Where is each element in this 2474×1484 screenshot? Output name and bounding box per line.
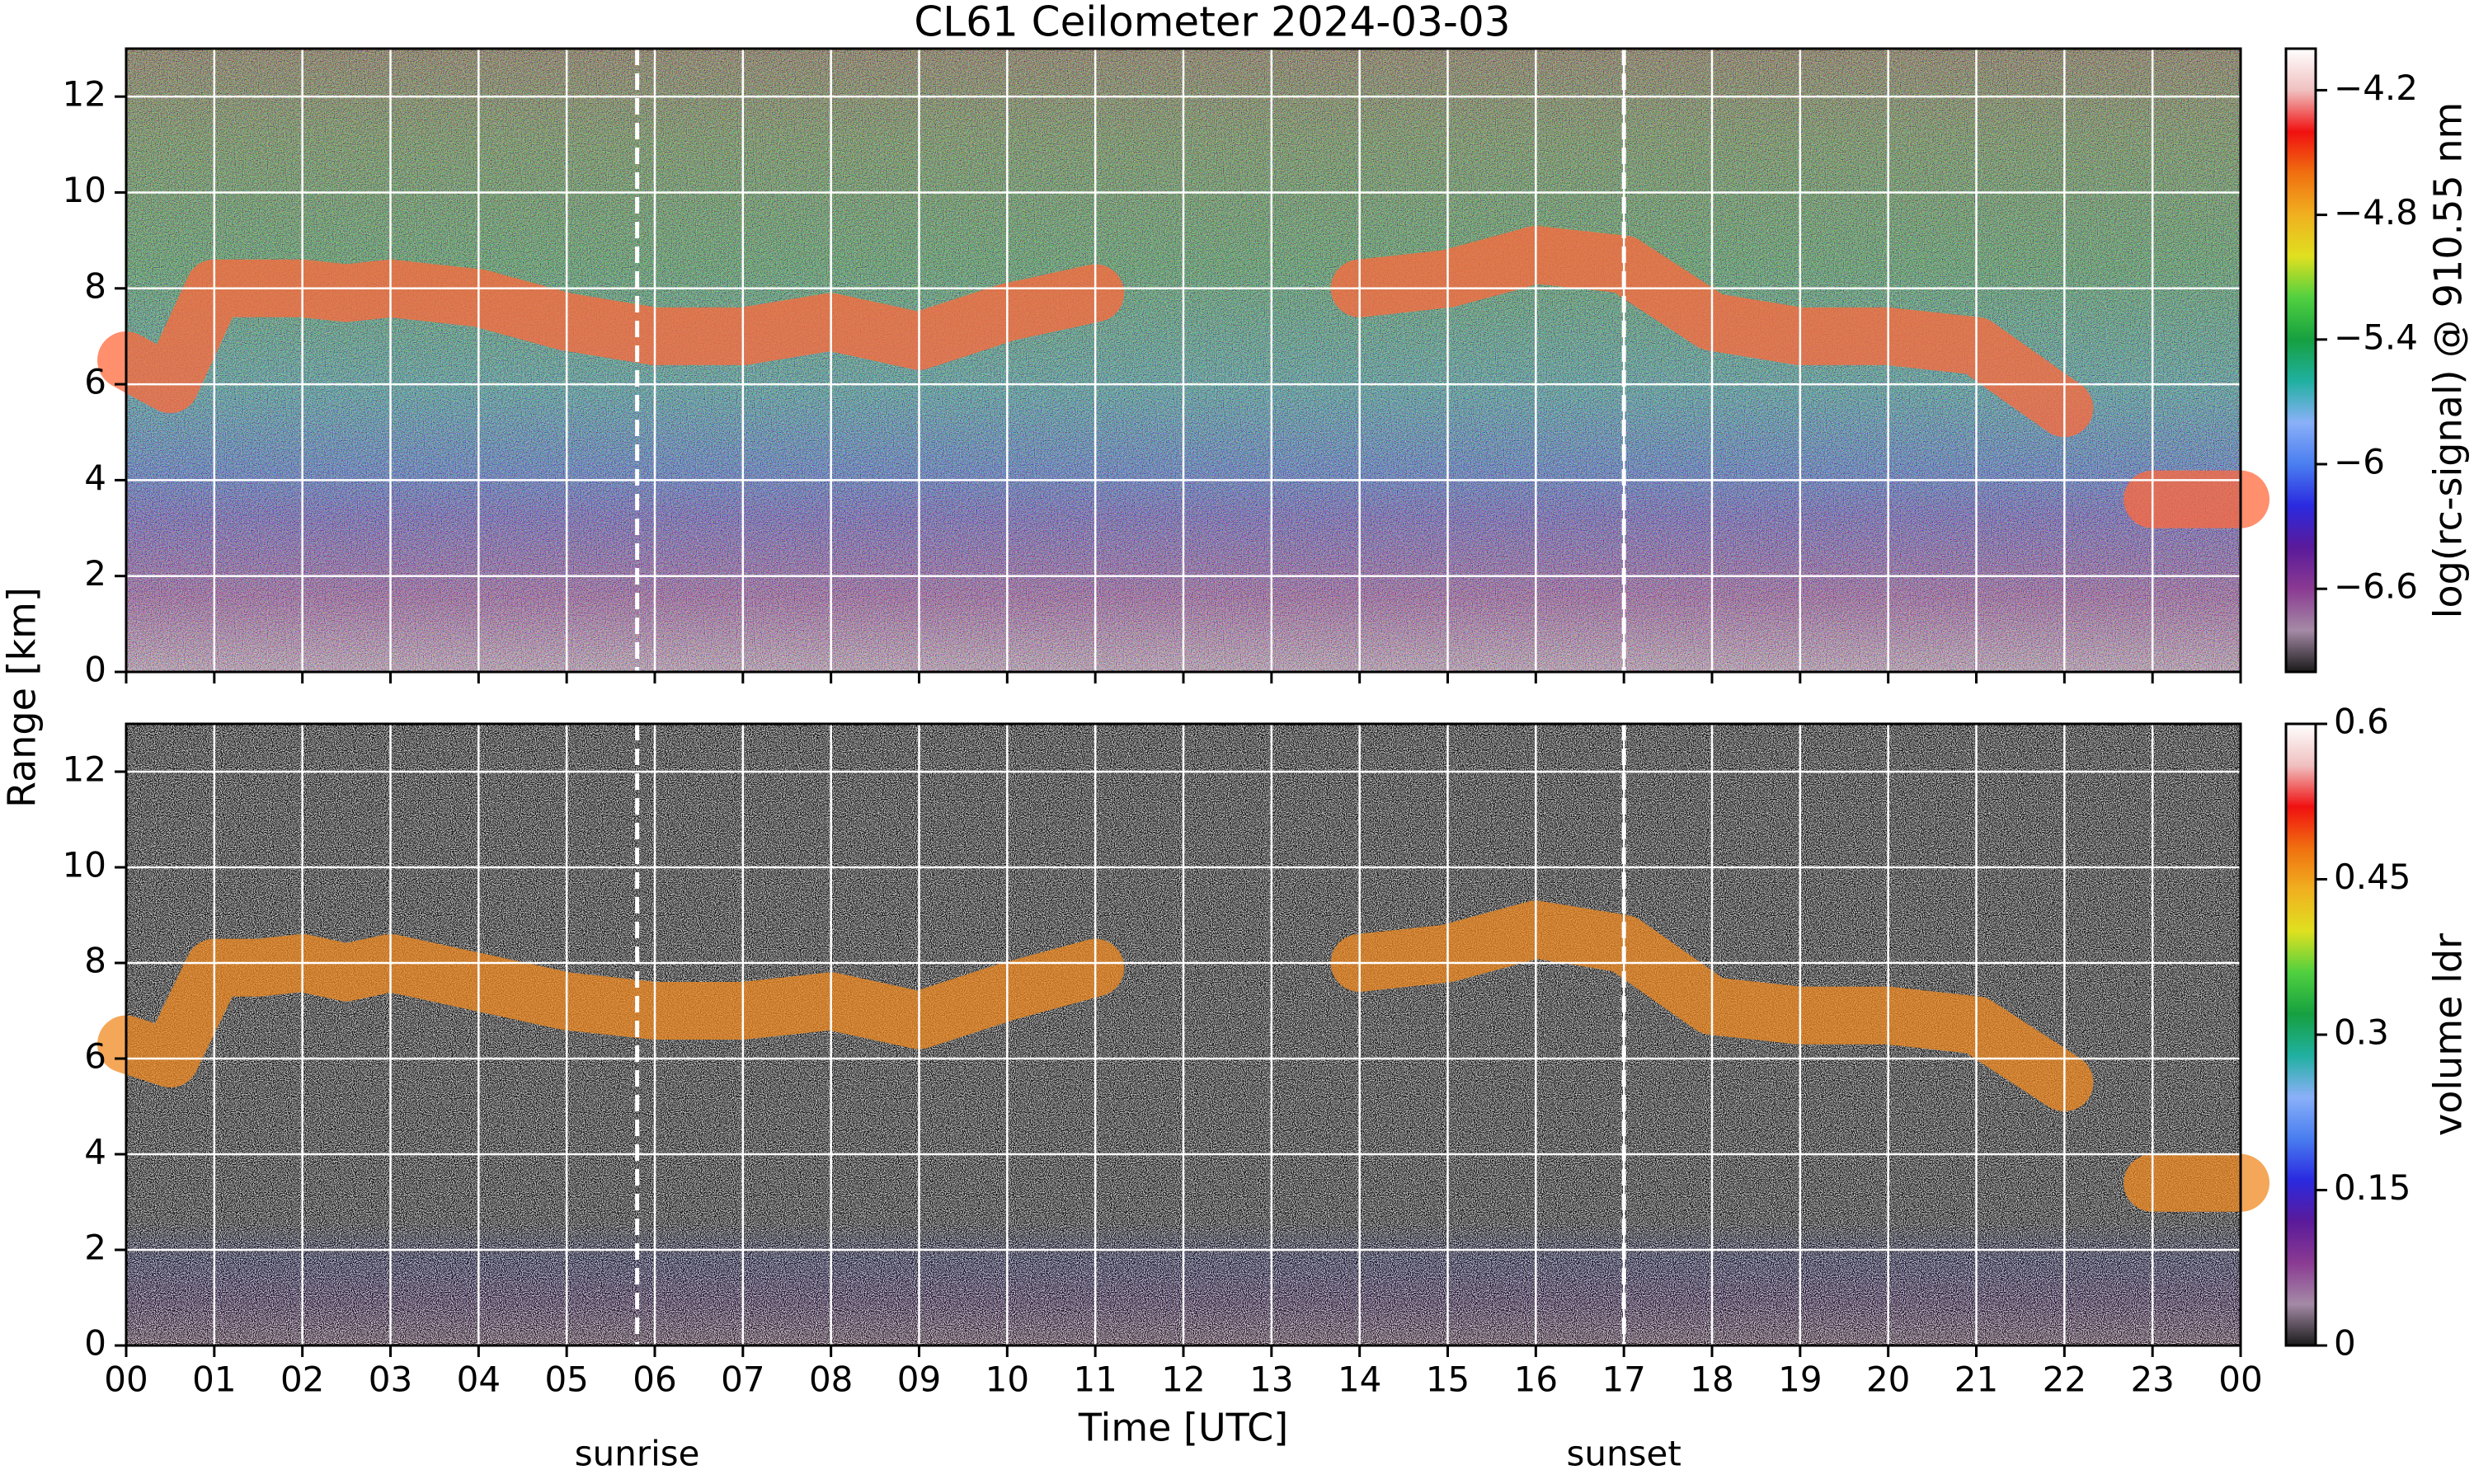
y-axis-label: Range [km] (0, 587, 45, 808)
annotation: sunset (1567, 1434, 1681, 1474)
x-tick-label: 05 (544, 1360, 588, 1400)
y-tick-label: 10 (63, 170, 106, 210)
colorbar-tick-label: −6.6 (2334, 566, 2418, 607)
colorbar (2284, 722, 2317, 1347)
colorbar-tick-label: 0.15 (2334, 1167, 2411, 1208)
y-tick-label: 0 (84, 1323, 106, 1364)
y-tick-label: 6 (84, 1036, 106, 1077)
axes-frame (125, 47, 2242, 674)
x-tick-label: 07 (721, 1360, 764, 1400)
x-tick-label: 09 (897, 1360, 941, 1400)
y-tick-label: 10 (63, 845, 106, 885)
colorbar-tick-label: 0.3 (2334, 1012, 2389, 1053)
x-axis-label: Time [UTC] (1078, 1406, 1288, 1450)
x-tick-label: 06 (633, 1360, 676, 1400)
y-tick-label: 8 (84, 941, 106, 981)
x-tick-label: 02 (280, 1360, 324, 1400)
colorbar-tick-label: −6 (2334, 442, 2385, 482)
y-tick-label: 12 (63, 749, 106, 790)
x-tick-label: 23 (2130, 1360, 2174, 1400)
y-tick-label: 4 (84, 458, 106, 498)
x-tick-label: 14 (1338, 1360, 1381, 1400)
y-tick-label: 2 (84, 1228, 106, 1268)
x-tick-label: 19 (1778, 1360, 1822, 1400)
colorbar-tick-label: −5.4 (2334, 317, 2418, 357)
x-tick-label: 11 (1073, 1360, 1117, 1400)
y-tick-label: 8 (84, 265, 106, 306)
y-tick-label: 2 (84, 553, 106, 594)
x-tick-label: 20 (1866, 1360, 1910, 1400)
x-tick-label: 18 (1690, 1360, 1733, 1400)
colorbar-label: log(rc-signal) @ 910.55 nm (2426, 102, 2471, 619)
x-tick-label: 00 (2218, 1360, 2262, 1400)
colorbar (2284, 47, 2317, 674)
y-tick-label: 4 (84, 1132, 106, 1172)
axes-frame (125, 722, 2242, 1347)
colorbar-tick-label: −4.2 (2334, 68, 2418, 108)
x-tick-label: 01 (192, 1360, 236, 1400)
colorbar-tick-label: 0 (2334, 1323, 2356, 1364)
x-tick-label: 16 (1514, 1360, 1558, 1400)
y-tick-label: 12 (63, 74, 106, 115)
x-tick-label: 17 (1602, 1360, 1645, 1400)
chart-title: CL61 Ceilometer 2024-03-03 (914, 0, 1510, 46)
x-tick-label: 00 (104, 1360, 148, 1400)
y-tick-label: 0 (84, 650, 106, 690)
x-tick-label: 21 (1954, 1360, 1998, 1400)
y-tick-label: 6 (84, 362, 106, 402)
colorbar-tick-label: −4.8 (2334, 192, 2418, 232)
x-tick-label: 22 (2043, 1360, 2086, 1400)
x-tick-label: 12 (1161, 1360, 1205, 1400)
x-tick-label: 04 (457, 1360, 501, 1400)
x-tick-label: 15 (1426, 1360, 1470, 1400)
x-tick-label: 13 (1249, 1360, 1293, 1400)
x-tick-label: 03 (369, 1360, 412, 1400)
colorbar-label: volume ldr (2426, 933, 2471, 1136)
x-tick-label: 08 (809, 1360, 853, 1400)
colorbar-tick-label: 0.6 (2334, 702, 2389, 742)
x-tick-label: 10 (985, 1360, 1029, 1400)
annotation: sunrise (575, 1434, 700, 1474)
colorbar-tick-label: 0.45 (2334, 857, 2411, 897)
